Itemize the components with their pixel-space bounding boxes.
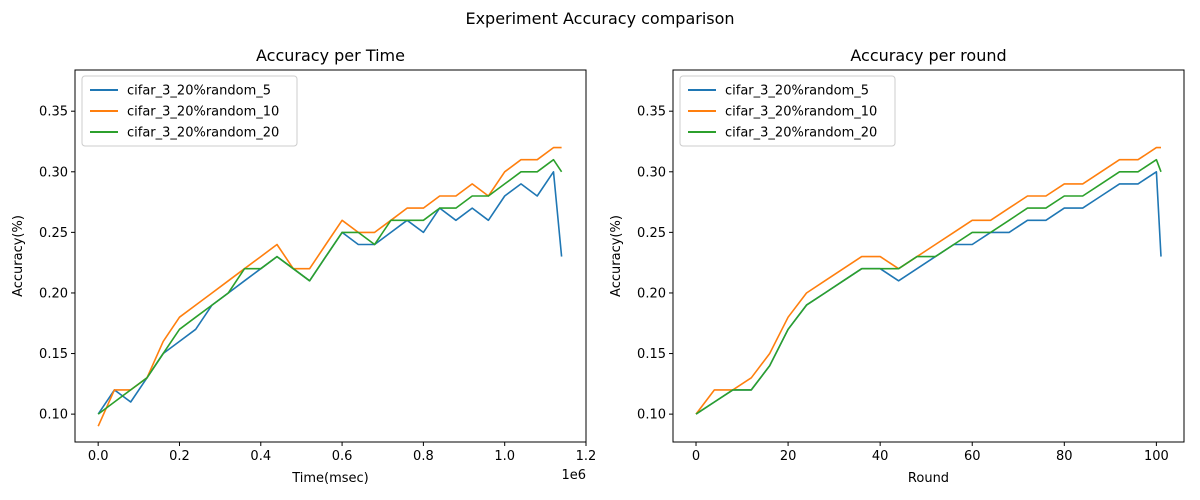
y-axis-label: Accuracy(%) [609, 215, 624, 297]
y-tick-label: 0.15 [39, 347, 68, 362]
y-tick-label: 0.25 [637, 226, 666, 241]
legend-label-3: cifar_3_20%random_20 [127, 126, 279, 141]
y-tick-label: 0.10 [39, 408, 68, 423]
y-tick-label: 0.10 [637, 408, 666, 423]
legend-label-2: cifar_3_20%random_10 [127, 105, 279, 120]
series-line-2 [97, 146, 562, 427]
legend-label-2: cifar_3_20%random_10 [725, 105, 877, 120]
series-line-2 [695, 146, 1161, 415]
y-tick-label: 0.20 [637, 286, 666, 301]
x-tick-label: 0.6 [332, 449, 353, 464]
series-group [695, 146, 1162, 415]
plots-container: 0.0 0.2 0.4 0.6 0.8 1.0 1.2 0.10 0.15 0.20 0.25 0.3… [11, 46, 1185, 486]
y-tick-label: 0.15 [637, 347, 666, 362]
x-axis-offset-label: 1e6 [561, 468, 586, 483]
y-tick-label: 0.35 [637, 105, 666, 120]
y-axis-label: Accuracy(%) [11, 215, 26, 297]
chart-title: Accuracy per Time [256, 46, 405, 65]
y-tick-label: 0.35 [39, 105, 68, 120]
chart-panel-1: 0.0 0.2 0.4 0.6 0.8 1.0 1.2 0.10 0.15 0.20 0.25 0.3… [11, 46, 596, 486]
x-tick-label: 20 [780, 449, 797, 464]
x-tick-label: 0.2 [169, 449, 190, 464]
x-tick-label: 1.2 [576, 449, 597, 464]
x-tick-label: 0 [692, 449, 700, 464]
plot-frame [672, 69, 1185, 443]
legend: cifar_3_20%random_5 cifar_3_20%random_10c… [679, 75, 896, 147]
y-tick-label: 0.20 [39, 286, 68, 301]
chart-title: Accuracy per round [850, 46, 1006, 65]
x-tick-label: 1.0 [494, 449, 515, 464]
x-tick-label: 0.8 [413, 449, 434, 464]
x-tick-label: 40 [872, 449, 889, 464]
legend-box [81, 75, 298, 147]
y-tick-label: 0.25 [39, 226, 68, 241]
legend: cifar_3_20%random_5 cifar_3_20%random_10c… [81, 75, 298, 147]
y-tick-label: 0.30 [637, 165, 666, 180]
series-line-3 [97, 158, 563, 415]
chart-panel-2: 0 20 40 60 80 100 0.10 0.15 0.20 0.25 0.30 0.35 Accu… [609, 46, 1185, 486]
y-tick-label: 0.30 [39, 165, 68, 180]
series-line-3 [695, 158, 1162, 415]
legend-label-3: cifar_3_20%random_20 [725, 126, 877, 141]
x-tick-label: 0.4 [250, 449, 271, 464]
x-tick-label: 60 [964, 449, 981, 464]
series-group [97, 146, 563, 427]
legend-label-1: cifar_3_20%random_5 [725, 84, 869, 99]
legend-label-1: cifar_3_20%random_5 [127, 84, 271, 99]
x-tick-label: 0.0 [88, 449, 109, 464]
legend-box [679, 75, 896, 147]
plot-frame [74, 69, 587, 443]
figure-suptitle: Experiment Accuracy comparison [465, 9, 734, 28]
x-axis-label: Round [908, 471, 949, 486]
x-tick-label: 100 [1144, 449, 1169, 464]
x-tick-label: 80 [1056, 449, 1073, 464]
x-axis-label: Time(msec) [291, 471, 369, 486]
